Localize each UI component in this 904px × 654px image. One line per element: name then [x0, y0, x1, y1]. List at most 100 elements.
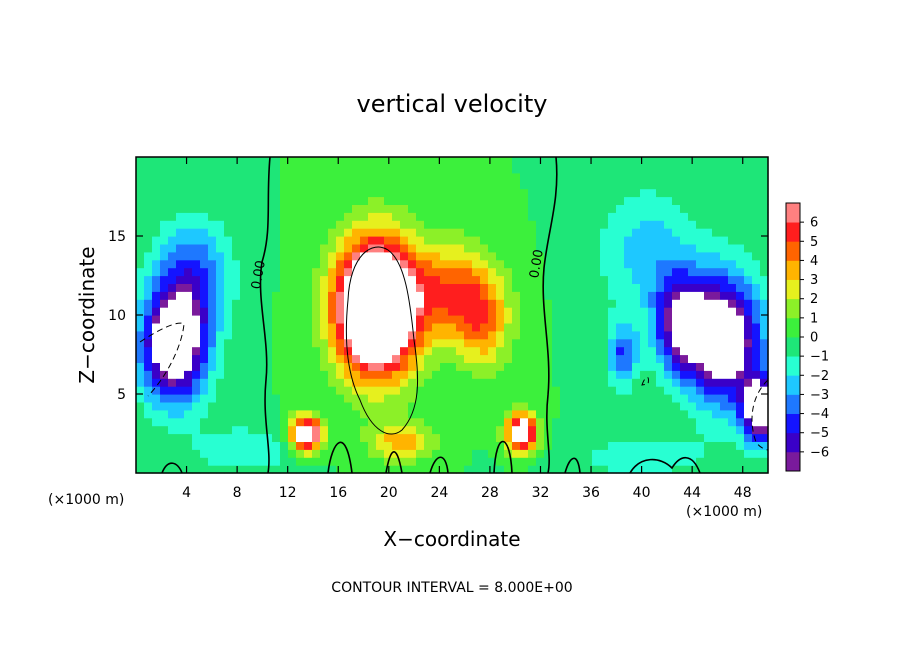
- field-cell: [736, 259, 745, 269]
- field-cell: [384, 275, 393, 284]
- field-cell: [160, 378, 169, 387]
- field-cell: [704, 267, 713, 277]
- x-tick-label: 36: [582, 485, 600, 501]
- field-cell: [160, 449, 169, 458]
- field-cell: [328, 259, 337, 269]
- field-cell: [520, 228, 529, 237]
- field-cell: [664, 441, 673, 450]
- field-cell: [464, 164, 473, 174]
- field-cell: [280, 307, 289, 316]
- field-cell: [624, 386, 633, 395]
- field-cell: [744, 228, 753, 237]
- field-cell: [440, 330, 449, 340]
- field-cell: [744, 315, 753, 324]
- field-cell: [160, 409, 169, 419]
- field-cell: [720, 394, 729, 403]
- field-cell: [248, 204, 257, 213]
- field-cell: [336, 212, 345, 221]
- field-cell: [232, 172, 241, 182]
- field-cell: [640, 378, 649, 387]
- field-cell: [512, 417, 521, 427]
- field-cell: [176, 315, 185, 324]
- field-cell: [704, 346, 713, 356]
- field-cell: [216, 378, 225, 387]
- field-cell: [144, 433, 153, 442]
- field-cell: [200, 441, 209, 450]
- field-cell: [360, 409, 369, 419]
- field-cell: [328, 409, 337, 419]
- field-cell: [536, 401, 545, 411]
- field-cell: [488, 409, 497, 419]
- field-cell: [608, 251, 617, 261]
- field-cell: [216, 346, 225, 356]
- field-cell: [600, 204, 609, 213]
- field-cell: [544, 251, 553, 261]
- field-cell: [464, 275, 473, 284]
- field-cell: [224, 417, 233, 427]
- field-cell: [360, 370, 369, 379]
- field-cell: [472, 386, 481, 395]
- field-cell: [712, 251, 721, 261]
- field-cell: [360, 267, 369, 277]
- field-cell: [224, 330, 233, 340]
- field-cell: [320, 330, 329, 340]
- zero-contour-lines: [161, 156, 701, 474]
- field-cell: [376, 370, 385, 379]
- field-cell: [272, 243, 281, 253]
- field-cell: [144, 291, 153, 300]
- field-cell: [456, 204, 465, 213]
- field-cell: [688, 267, 697, 277]
- field-cell: [472, 307, 481, 316]
- field-cell: [256, 330, 265, 340]
- field-cell: [376, 299, 385, 308]
- field-cell: [504, 259, 513, 269]
- field-cell: [328, 330, 337, 340]
- field-cell: [536, 457, 545, 466]
- field-cell: [488, 220, 497, 229]
- field-cell: [200, 251, 209, 261]
- field-cell: [232, 457, 241, 466]
- field-cell: [248, 157, 257, 166]
- field-cell: [744, 425, 753, 435]
- field-cell: [688, 180, 697, 190]
- field-cell: [280, 204, 289, 213]
- field-cell: [216, 267, 225, 277]
- field-cell: [584, 409, 593, 419]
- field-cell: [592, 172, 601, 182]
- field-cell: [184, 378, 193, 387]
- field-cell: [552, 433, 561, 442]
- field-cell: [384, 251, 393, 261]
- field-cell: [496, 394, 505, 403]
- field-cell: [440, 386, 449, 395]
- field-cell: [256, 188, 265, 198]
- field-cell: [416, 401, 425, 411]
- field-cell: [752, 354, 761, 363]
- field-cell: [688, 401, 697, 411]
- field-cell: [520, 180, 529, 190]
- field-cell: [320, 275, 329, 284]
- field-cell: [320, 291, 329, 300]
- field-cell: [216, 315, 225, 324]
- field-cell: [408, 457, 417, 466]
- field-cell: [376, 236, 385, 245]
- field-cell: [576, 299, 585, 308]
- field-cell: [728, 362, 737, 371]
- field-cell: [192, 275, 201, 284]
- field-cell: [560, 204, 569, 213]
- field-cell: [392, 362, 401, 371]
- field-cell: [312, 315, 321, 324]
- field-cell: [696, 378, 705, 387]
- field-cell: [448, 291, 457, 300]
- field-cell: [328, 212, 337, 221]
- field-cell: [568, 346, 577, 356]
- field-cell: [616, 243, 625, 253]
- field-cell: [224, 259, 233, 269]
- field-cell: [264, 362, 273, 371]
- field-cell: [248, 251, 257, 261]
- field-cell: [720, 457, 729, 466]
- field-cell: [616, 386, 625, 395]
- field-cell: [184, 228, 193, 237]
- field-cell: [424, 417, 433, 427]
- field-cell: [760, 370, 769, 379]
- field-cell: [688, 291, 697, 300]
